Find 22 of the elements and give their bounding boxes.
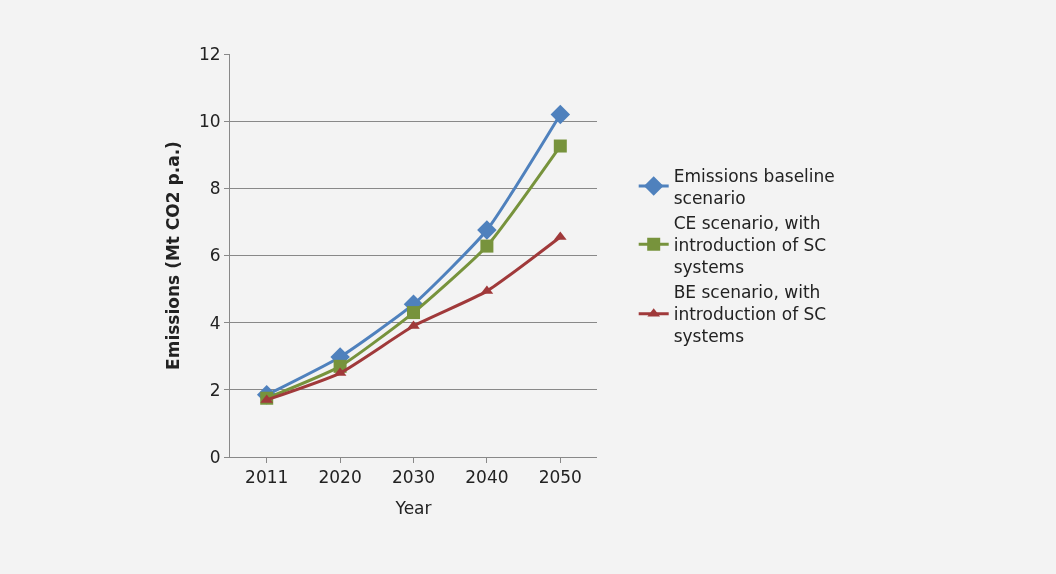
y-tick-label: 12 — [198, 43, 221, 64]
y-tick-label: 10 — [198, 111, 221, 132]
point — [550, 104, 571, 125]
point — [480, 239, 494, 253]
y-tick-label: 4 — [209, 312, 221, 333]
legend-label: CE scenario, with introduction of SC systems — [673, 212, 827, 278]
x-tick-label: 2030 — [391, 467, 436, 488]
y-tick-label: 8 — [209, 178, 221, 199]
legend-label: BE scenario, with introduction of SC systems — [673, 282, 827, 347]
point — [407, 306, 420, 320]
point — [477, 220, 497, 240]
y-tick-label: 2 — [209, 379, 221, 400]
point — [553, 139, 567, 153]
y-tick-label: 6 — [209, 245, 221, 266]
y-tick-label: 0 — [209, 446, 221, 467]
x-axis-title: Year — [394, 497, 432, 518]
x-tick-label: 2020 — [318, 467, 362, 488]
legend-label: Emissions baseline scenario — [673, 165, 835, 208]
y-axis-title: Emissions (Mt CO2 p.a.) — [162, 141, 183, 370]
x-tick-label: 2050 — [538, 467, 582, 488]
x-tick-label: 2040 — [465, 467, 509, 488]
x-tick-label: 2011 — [245, 467, 289, 488]
